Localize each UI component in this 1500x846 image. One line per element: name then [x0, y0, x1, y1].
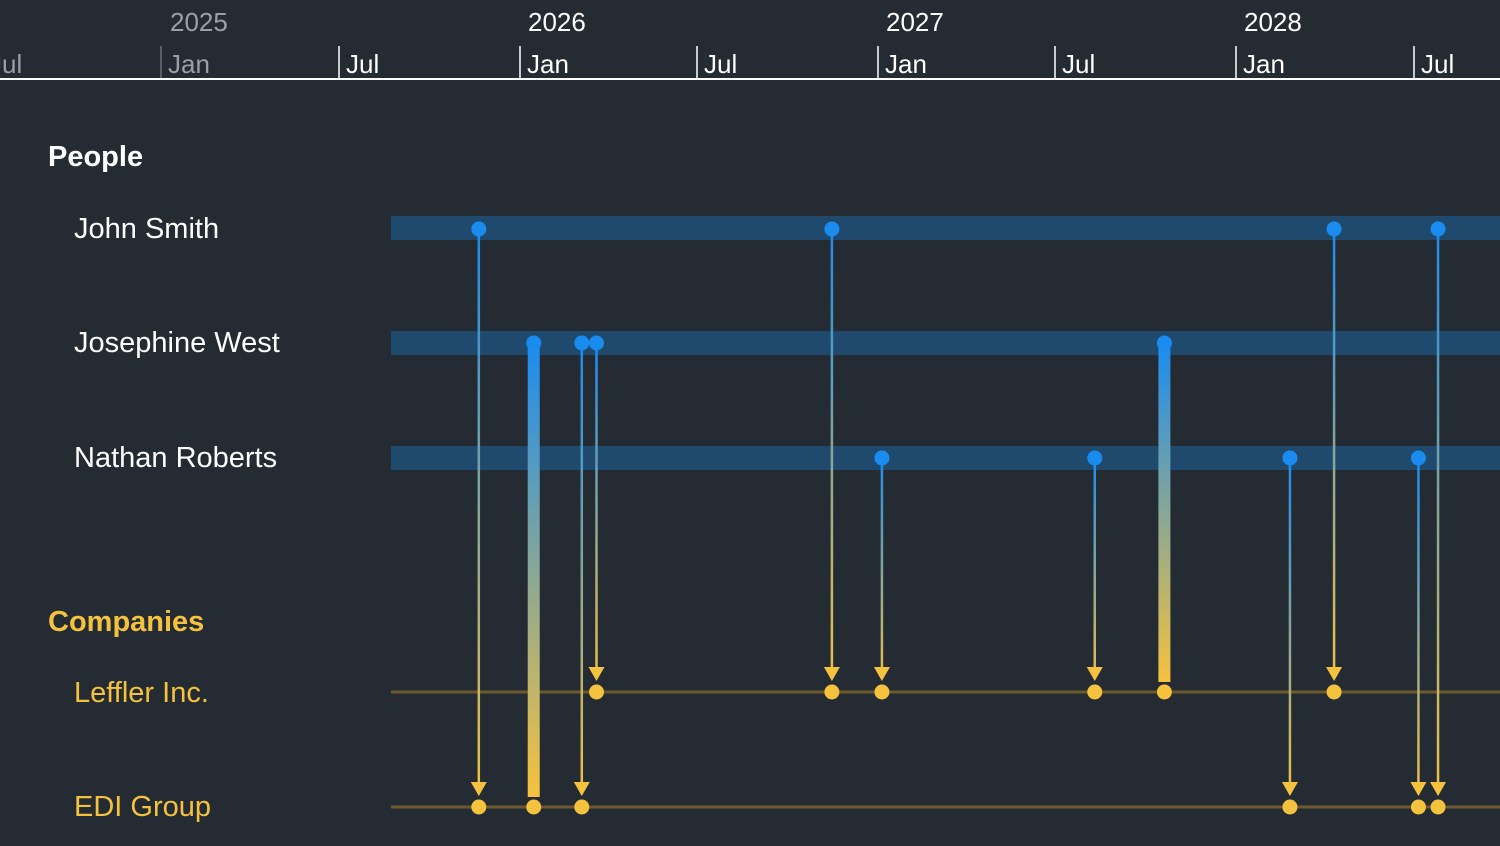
arrowhead-icon — [1086, 667, 1103, 681]
link-nathan-roberts-to-edi-group[interactable] — [1410, 450, 1427, 815]
year-label: 2027 — [886, 7, 944, 37]
company-node[interactable] — [824, 684, 840, 700]
year-labels: 2025 2026 2027 2028 — [170, 7, 1302, 37]
link-bar[interactable] — [527, 343, 540, 797]
company-node[interactable] — [526, 799, 542, 815]
person-node[interactable] — [1087, 450, 1103, 466]
month-label: Jul — [1062, 49, 1095, 79]
arrowhead-icon — [470, 782, 487, 796]
arrowhead-icon — [1430, 782, 1447, 796]
link-bar[interactable] — [1158, 343, 1171, 682]
company-label-edi-group[interactable]: EDI Group — [74, 791, 211, 823]
person-label-josephine-west[interactable]: Josephine West — [74, 327, 280, 359]
person-node[interactable] — [1410, 450, 1426, 466]
person-band-nathan-roberts[interactable] — [391, 446, 1500, 470]
link-john-smith-to-edi-group[interactable] — [470, 221, 487, 815]
month-label: Jan — [168, 49, 210, 79]
year-label: 2026 — [528, 7, 586, 37]
link-nathan-roberts-to-leffler-inc[interactable] — [873, 450, 890, 700]
person-node[interactable] — [589, 335, 605, 351]
year-label: 2025 — [170, 7, 228, 37]
month-label: Jan — [527, 49, 569, 79]
person-node[interactable] — [824, 221, 840, 237]
company-node[interactable] — [1087, 684, 1103, 700]
month-ticks: Jul Jan Jul Jan Jul Jan Jul Jan Jul — [0, 46, 1454, 79]
link-john-smith-to-edi-group[interactable] — [1430, 221, 1447, 815]
company-node[interactable] — [1282, 799, 1298, 815]
month-label: Jul — [0, 49, 22, 79]
link-john-smith-to-leffler-inc[interactable] — [1326, 221, 1343, 700]
person-node[interactable] — [1282, 450, 1298, 466]
company-node[interactable] — [471, 799, 487, 815]
company-node[interactable] — [1326, 684, 1342, 700]
month-label: Jan — [1243, 49, 1285, 79]
person-label-john-smith[interactable]: John Smith — [74, 213, 219, 245]
person-node[interactable] — [1156, 335, 1172, 351]
arrowhead-icon — [573, 782, 590, 796]
company-node[interactable] — [1156, 684, 1172, 700]
month-label: Jan — [885, 49, 927, 79]
person-band-john-smith[interactable] — [391, 216, 1500, 240]
person-label-nathan-roberts[interactable]: Nathan Roberts — [74, 442, 277, 474]
year-label: 2028 — [1244, 7, 1302, 37]
arrowhead-icon — [873, 667, 890, 681]
company-node[interactable] — [589, 684, 605, 700]
link-josephine-west-to-edi-group[interactable] — [526, 335, 542, 815]
group-title-people: People — [48, 141, 143, 173]
month-label: Jul — [1421, 49, 1454, 79]
person-node[interactable] — [574, 335, 590, 351]
link-josephine-west-to-edi-group[interactable] — [573, 335, 590, 815]
group-title-companies: Companies — [48, 606, 204, 638]
person-node[interactable] — [526, 335, 542, 351]
link-nathan-roberts-to-edi-group[interactable] — [1281, 450, 1298, 815]
link-nathan-roberts-to-leffler-inc[interactable] — [1086, 450, 1103, 700]
person-node[interactable] — [874, 450, 890, 466]
arrowhead-icon — [588, 667, 605, 681]
arrowhead-icon — [1326, 667, 1343, 681]
person-node[interactable] — [1430, 221, 1446, 237]
company-label-leffler-inc[interactable]: Leffler Inc. — [74, 677, 209, 709]
link-josephine-west-to-leffler-inc[interactable] — [1156, 335, 1172, 700]
arrowhead-icon — [1281, 782, 1298, 796]
month-label: Jul — [346, 49, 379, 79]
month-label: Jul — [704, 49, 737, 79]
arrowhead-icon — [823, 667, 840, 681]
link-john-smith-to-leffler-inc[interactable] — [823, 221, 840, 700]
arrowhead-icon — [1410, 782, 1427, 796]
person-node[interactable] — [1326, 221, 1342, 237]
company-node[interactable] — [874, 684, 890, 700]
time-axis[interactable]: 2025 2026 2027 2028 Jul Jan Jul Jan Jul Jan Jul Ja… — [0, 7, 1500, 80]
links-layer — [470, 221, 1447, 815]
person-node[interactable] — [471, 221, 487, 237]
company-node[interactable] — [1430, 799, 1446, 815]
company-node[interactable] — [574, 799, 590, 815]
company-node[interactable] — [1410, 799, 1426, 815]
link-josephine-west-to-leffler-inc[interactable] — [588, 335, 605, 700]
